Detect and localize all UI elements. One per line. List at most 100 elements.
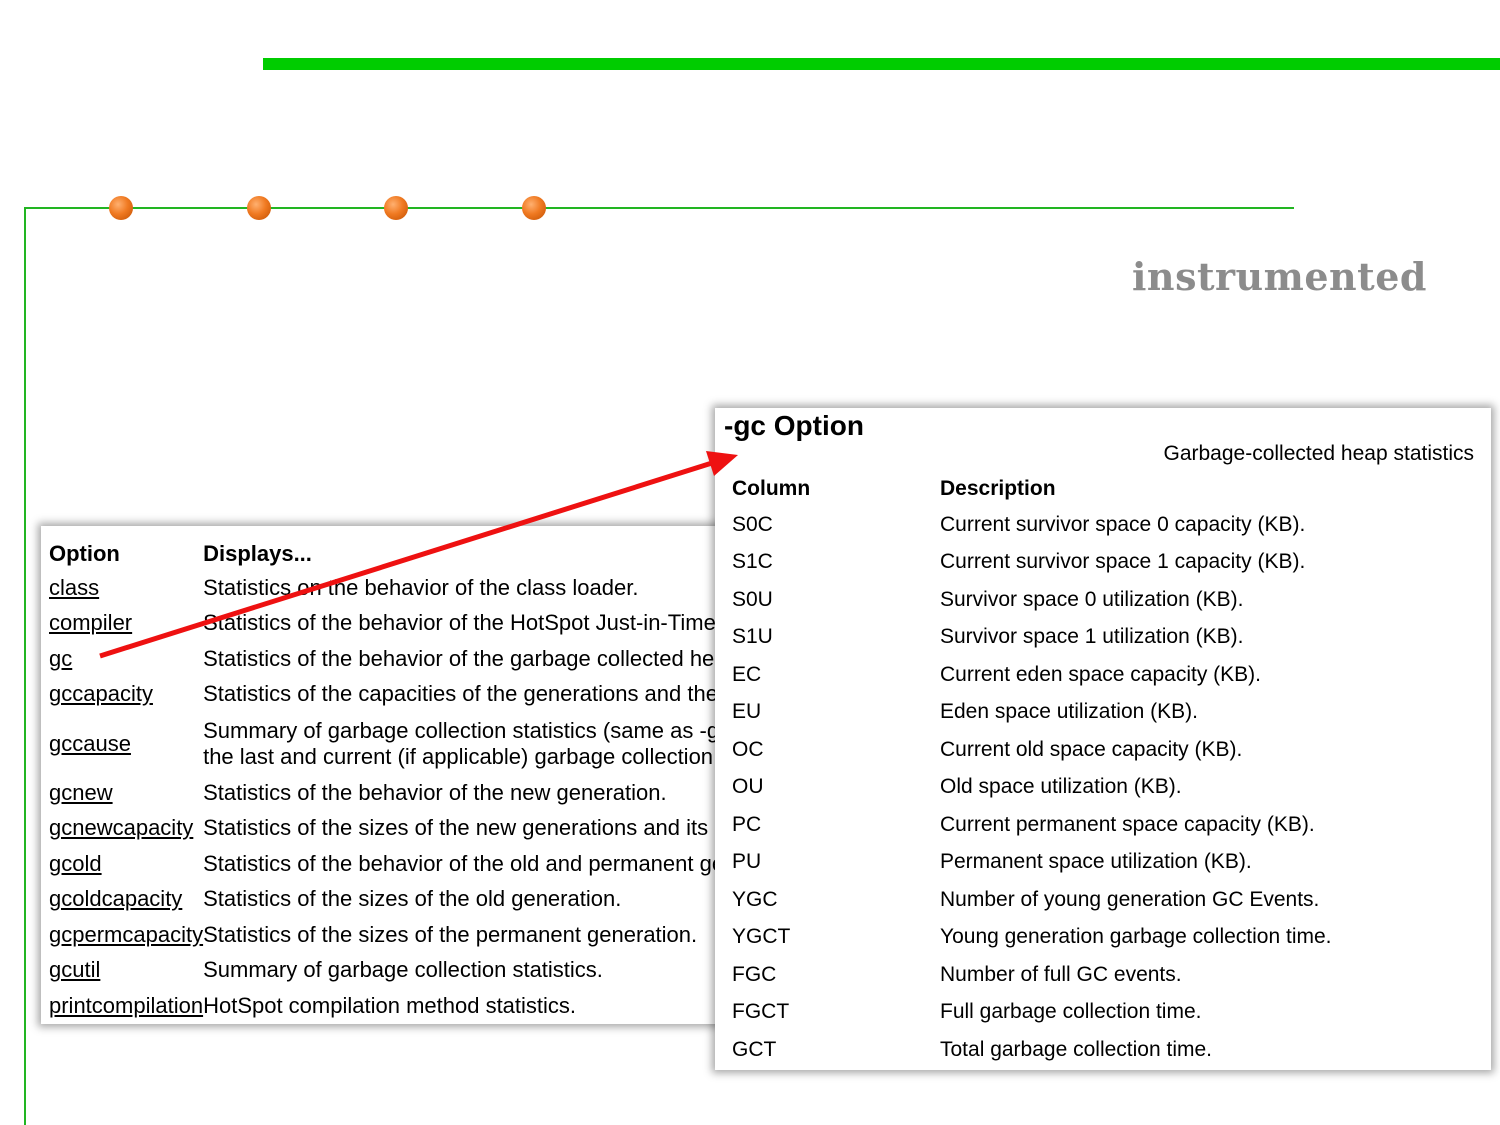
gc-column-name: EC: [732, 662, 762, 686]
gc-column-description: Survivor space 0 utilization (KB).: [940, 587, 1244, 611]
gc-panel-subtitle: Garbage-collected heap statistics: [1163, 442, 1475, 465]
table-row: PC Current permanent space capacity (KB).: [732, 806, 1332, 844]
option-link-gccapacity[interactable]: gccapacity: [49, 681, 153, 707]
option-link-compiler[interactable]: compiler: [49, 610, 133, 636]
option-description: Statistics of the behavior of the new ge…: [203, 779, 667, 805]
gc-column-name: FGCT: [732, 1000, 790, 1024]
table-row: gccause Summary of garbage collection st…: [49, 712, 731, 775]
option-link-gcold[interactable]: gcold: [49, 850, 102, 876]
table-row: gcold Statistics of the behavior of the …: [49, 846, 731, 882]
description-header: Description: [940, 477, 1056, 500]
option-description: Statistics of the sizes of the old gener…: [203, 886, 622, 912]
table-row: S0C Current survivor space 0 capacity (KB…: [732, 506, 1332, 544]
table-row: gc Statistics of the behavior of the gar…: [49, 641, 731, 677]
gc-column-name: EU: [732, 700, 762, 724]
table-row: OC Current old space capacity (KB).: [732, 731, 1332, 769]
gc-column-description: Young generation garbage collection time…: [940, 925, 1332, 949]
orange-dot-icon: [384, 196, 408, 220]
gc-column-name: YGCT: [732, 925, 791, 949]
slide-title: instrumented: [1132, 254, 1427, 299]
gc-option-panel: -gc Option Garbage-collected heap statis…: [715, 408, 1491, 1070]
option-header: Option: [49, 541, 120, 566]
frame-horizontal-line: [24, 207, 1294, 209]
option-link-gcnewcapacity[interactable]: gcnewcapacity: [49, 815, 194, 841]
option-link-gcutil[interactable]: gcutil: [49, 957, 101, 983]
orange-dot-icon: [247, 196, 271, 220]
table-row: gcnew Statistics of the behavior of the …: [49, 775, 731, 811]
option-description: Statistics of the capacities of the gene…: [203, 681, 731, 707]
table-row: S0U Survivor space 0 utilization (KB).: [732, 581, 1332, 619]
option-link-gcpermcapacity[interactable]: gcpermcapacity: [49, 921, 204, 947]
gc-column-description: Survivor space 1 utilization (KB).: [940, 625, 1244, 649]
table-row: PU Permanent space utilization (KB).: [732, 844, 1332, 882]
table-row: EU Eden space utilization (KB).: [732, 694, 1332, 732]
table-row: S1C Current survivor space 1 capacity (KB…: [732, 544, 1332, 582]
table-row: gcutil Summary of garbage collection sta…: [49, 953, 731, 989]
gc-column-description: Current survivor space 0 capacity (KB).: [940, 512, 1306, 536]
table-row: class Statistics on the behavior of the …: [49, 570, 731, 606]
option-description: HotSpot compilation method statistics.: [203, 992, 577, 1018]
gc-column-description: Eden space utilization (KB).: [940, 700, 1198, 724]
table-row: gccapacity Statistics of the capacities …: [49, 677, 731, 713]
gc-header-row: Column Description: [732, 472, 1332, 506]
option-description: Statistics of the sizes of the permanent…: [203, 921, 698, 947]
option-description: Statistics on the behavior of the class …: [203, 574, 639, 600]
option-description: Statistics of the behavior of the old an…: [203, 850, 731, 876]
gc-column-description: Number of young generation GC Events.: [940, 887, 1320, 911]
gc-column-description: Old space utilization (KB).: [940, 775, 1182, 799]
option-link-printcompilation[interactable]: printcompilation: [49, 992, 204, 1018]
option-description: Statistics of the behavior of the garbag…: [203, 645, 731, 671]
gc-column-name: GCT: [732, 1037, 777, 1061]
table-row: YGC Number of young generation GC Events.: [732, 881, 1332, 919]
column-header: Column: [732, 477, 811, 500]
gc-panel-title: -gc Option: [724, 410, 864, 441]
option-link-gcoldcapacity[interactable]: gcoldcapacity: [49, 886, 183, 912]
gc-column-name: S1C: [732, 550, 773, 574]
gc-column-name: PU: [732, 850, 762, 874]
table-row: GCT Total garbage collection time.: [732, 1031, 1332, 1069]
gc-column-description: Permanent space utilization (KB).: [940, 850, 1252, 874]
gc-column-name: S0U: [732, 587, 773, 611]
gc-column-name: OU: [732, 775, 764, 799]
gc-column-name: YGC: [732, 887, 778, 911]
gc-column-description: Current permanent space capacity (KB).: [940, 812, 1315, 836]
option-description: Statistics of the sizes of the new gener…: [203, 815, 731, 841]
gc-column-description: Total garbage collection time.: [940, 1037, 1212, 1061]
table-row: gcpermcapacity Statistics of the sizes o…: [49, 917, 731, 953]
table-row: S1U Survivor space 1 utilization (KB).: [732, 619, 1332, 657]
gc-column-description: Current eden space capacity (KB).: [940, 662, 1261, 686]
option-link-gccause[interactable]: gccause: [49, 730, 131, 756]
table-row: OU Old space utilization (KB).: [732, 769, 1332, 807]
gc-column-description: Number of full GC events.: [940, 962, 1182, 986]
table-row: FGCT Full garbage collection time.: [732, 994, 1332, 1032]
gc-column-description: Current old space capacity (KB).: [940, 737, 1243, 761]
table-row: gcnewcapacity Statistics of the sizes of…: [49, 811, 731, 847]
option-description: Summary of garbage collection statistics…: [203, 717, 731, 769]
table-row: compiler Statistics of the behavior of t…: [49, 606, 731, 642]
options-header-row: Option Displays...: [49, 538, 731, 570]
table-row: YGCT Young generation garbage collection …: [732, 919, 1332, 957]
gc-columns-table: Column Description S0C Current survivor s…: [732, 472, 1332, 1069]
option-link-class[interactable]: class: [49, 574, 100, 600]
gc-column-name: OC: [732, 737, 764, 761]
table-row: FGC Number of full GC events.: [732, 956, 1332, 994]
options-table: Option Displays... class Statistics on t…: [49, 538, 731, 1024]
gc-column-name: S1U: [732, 625, 773, 649]
frame-vertical-line: [24, 207, 26, 1125]
orange-dot-icon: [109, 196, 133, 220]
gc-column-name: FGC: [732, 962, 777, 986]
displays-header: Displays...: [203, 541, 312, 566]
option-link-gc[interactable]: gc: [49, 645, 73, 671]
table-row: EC Current eden space capacity (KB).: [732, 656, 1332, 694]
top-accent-bar: [263, 58, 1500, 70]
table-row: gcoldcapacity Statistics of the sizes of…: [49, 882, 731, 918]
orange-dot-icon: [522, 196, 546, 220]
option-description: Summary of garbage collection statistics…: [203, 957, 603, 983]
options-panel: Option Displays... class Statistics on t…: [41, 526, 731, 1024]
gc-column-description: Current survivor space 1 capacity (KB).: [940, 550, 1306, 574]
option-link-gcnew[interactable]: gcnew: [49, 779, 113, 805]
option-description: Statistics of the behavior of the HotSpo…: [203, 610, 731, 636]
gc-column-name: S0C: [732, 512, 773, 536]
gc-column-description: Full garbage collection time.: [940, 1000, 1202, 1024]
table-row: printcompilation HotSpot compilation met…: [49, 988, 731, 1024]
